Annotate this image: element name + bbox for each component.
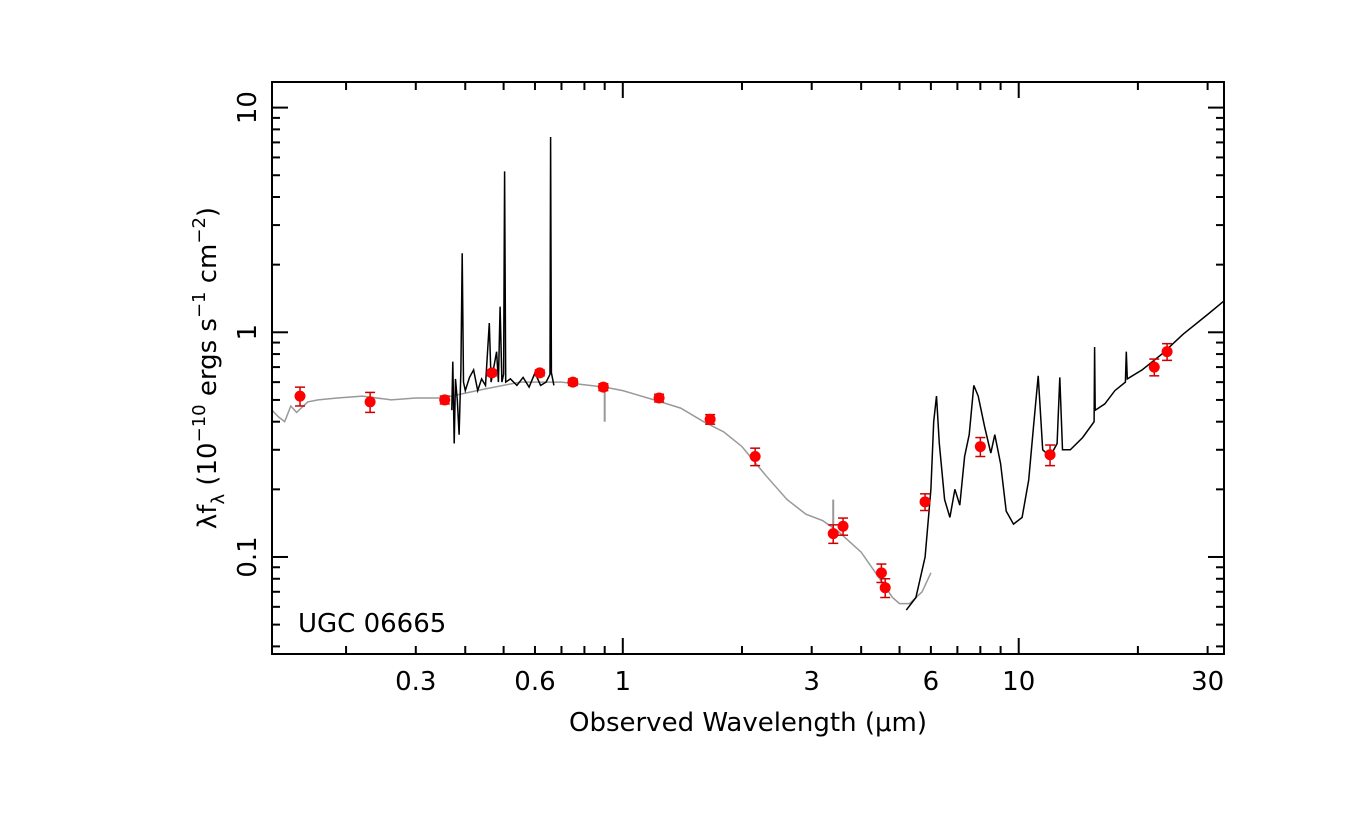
photometry-point (364, 391, 376, 414)
tick-labels: 0.3 0.6 1 3 6 10 30 0.1 1 10 (233, 91, 1224, 697)
axis-ticks (272, 82, 1224, 654)
data-point (1148, 361, 1160, 373)
photometry-point (486, 367, 498, 379)
ir-spectrum-line (905, 300, 1225, 611)
data-point (653, 392, 665, 404)
data-point (486, 367, 498, 379)
photometry-point (534, 367, 546, 379)
photometry-point (597, 381, 609, 393)
photometry-point (439, 394, 451, 406)
photometry-point (1161, 342, 1173, 362)
photometry-point (294, 386, 306, 407)
data-point (919, 496, 931, 508)
photometry-point (704, 413, 716, 425)
photometry-point (837, 517, 849, 536)
photometry-point (567, 376, 579, 388)
photometry-point (653, 392, 665, 404)
plot-frame (271, 81, 1225, 655)
photometry-point (974, 436, 986, 458)
y-tick-label: 1 (233, 324, 263, 341)
data-point (1161, 346, 1173, 358)
data-point (364, 396, 376, 408)
object-name-label: UGC 06665 (298, 609, 446, 639)
data-point (974, 441, 986, 453)
data-point (875, 567, 887, 579)
x-tick-label: 3 (803, 667, 820, 697)
x-tick-label: 1 (615, 667, 632, 697)
photometry-point (879, 578, 891, 599)
spectrum-layer (451, 136, 1225, 611)
data-point (749, 451, 761, 463)
data-point (294, 390, 306, 402)
photometry-point (749, 447, 761, 467)
data-point (879, 582, 891, 594)
data-point (704, 413, 716, 425)
x-axis-title: Observed Wavelength (μm) (569, 708, 927, 738)
data-point (567, 376, 579, 388)
x-tick-label: 30 (1191, 667, 1224, 697)
y-tick-label: 0.1 (233, 536, 263, 577)
optical-spectrum-line (451, 136, 555, 444)
model-template-line (271, 381, 932, 605)
data-point (534, 367, 546, 379)
data-point (837, 520, 849, 532)
y-tick-label: 10 (233, 91, 263, 124)
photometry-points (294, 342, 1173, 599)
y-axis-title: λfλ (10−10 ergs s−1 cm−2) (189, 207, 229, 529)
photometry-point (1044, 444, 1056, 467)
data-point (439, 394, 451, 406)
data-point (827, 528, 839, 540)
x-tick-label: 0.3 (395, 667, 436, 697)
x-tick-label: 6 (923, 667, 940, 697)
model-template-layer (271, 381, 932, 605)
x-tick-label: 10 (1002, 667, 1035, 697)
photometry-point (1148, 358, 1160, 377)
x-tick-label: 0.6 (514, 667, 555, 697)
data-point (597, 381, 609, 393)
photometry-point (919, 493, 931, 512)
photometry-point (827, 524, 839, 545)
data-point (1044, 449, 1056, 461)
